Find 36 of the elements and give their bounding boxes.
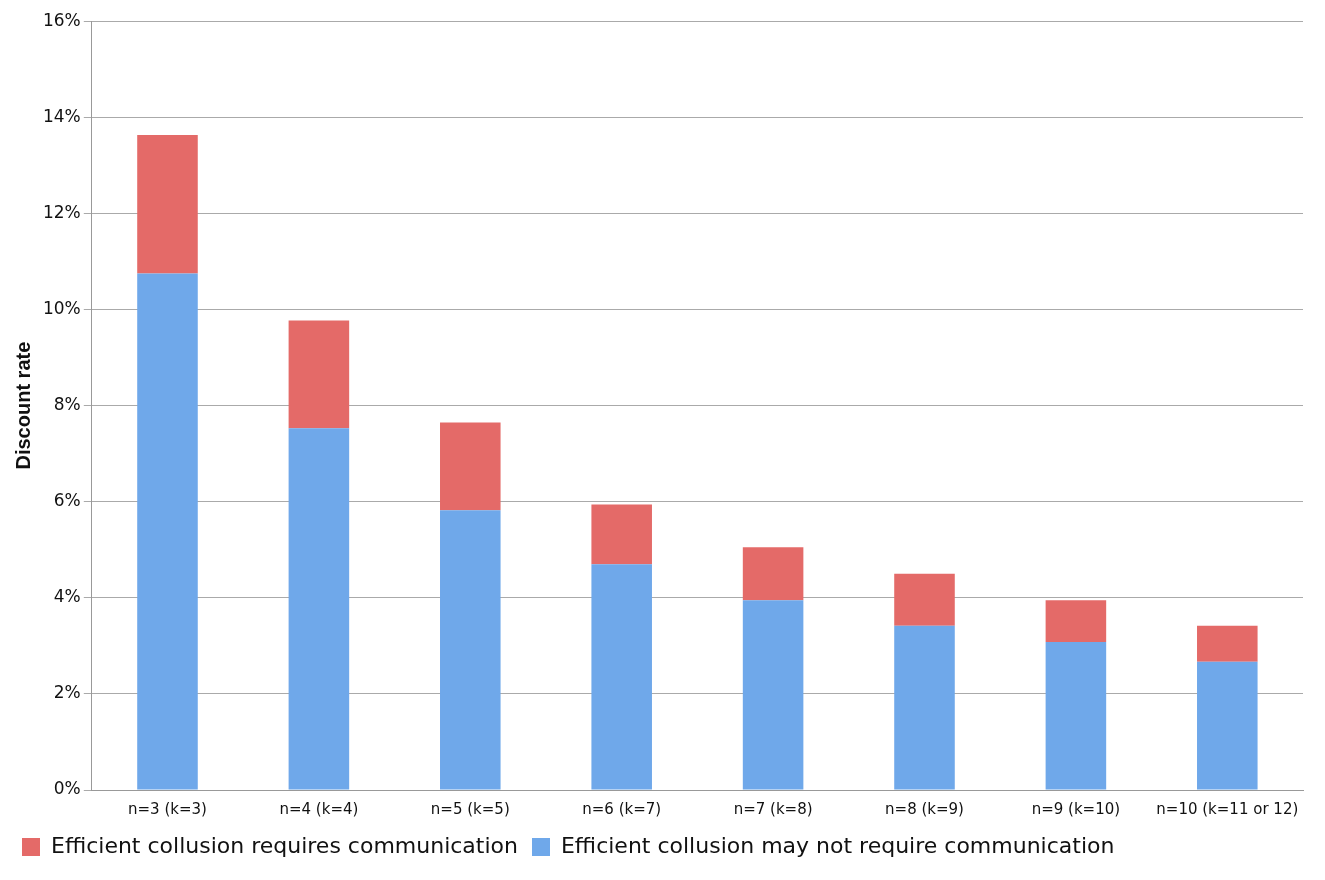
y-tick-label: 6% (53, 490, 81, 511)
y-tick-label: 8% (53, 394, 81, 415)
x-tick-label: n=4 (k=4) (279, 799, 359, 818)
bar (1197, 661, 1258, 790)
bar (1045, 600, 1107, 643)
x-tick-label: n=10 (k=11 or 12) (1156, 799, 1299, 818)
x-tick-label: n=5 (k=5) (430, 799, 510, 818)
y-tick-label: 12% (42, 201, 81, 222)
bar (1045, 642, 1107, 790)
bar (591, 564, 652, 790)
bar (137, 135, 198, 274)
y-axis-title: Discount rate (11, 341, 34, 470)
x-tick-label: n=6 (k=7) (582, 799, 662, 818)
y-tick-label: 0% (53, 778, 81, 799)
bar (742, 547, 804, 601)
bar (742, 600, 804, 790)
y-tick-label: 10% (42, 297, 81, 318)
bar (894, 573, 955, 626)
x-tick-label: n=8 (k=9) (885, 799, 964, 818)
bar (440, 422, 501, 511)
legend-label: Efficient collusion may not require communication (560, 832, 1115, 858)
bar (1197, 625, 1258, 662)
y-tick-label: 16% (42, 9, 81, 30)
bar (137, 273, 198, 790)
x-tick-label: n=9 (k=10) (1031, 799, 1121, 818)
y-tick-label: 4% (53, 586, 81, 607)
bar (288, 320, 350, 429)
bar (894, 625, 955, 790)
y-tick-label: 2% (53, 682, 81, 703)
x-tick-label: n=7 (k=8) (733, 799, 813, 818)
bar (591, 504, 652, 565)
bar (288, 428, 350, 790)
x-tick-label: n=3 (k=3) (128, 799, 207, 818)
legend-label: Efficient collusion requires communication (51, 832, 518, 858)
bar (440, 510, 501, 790)
y-tick-label: 14% (42, 105, 81, 126)
